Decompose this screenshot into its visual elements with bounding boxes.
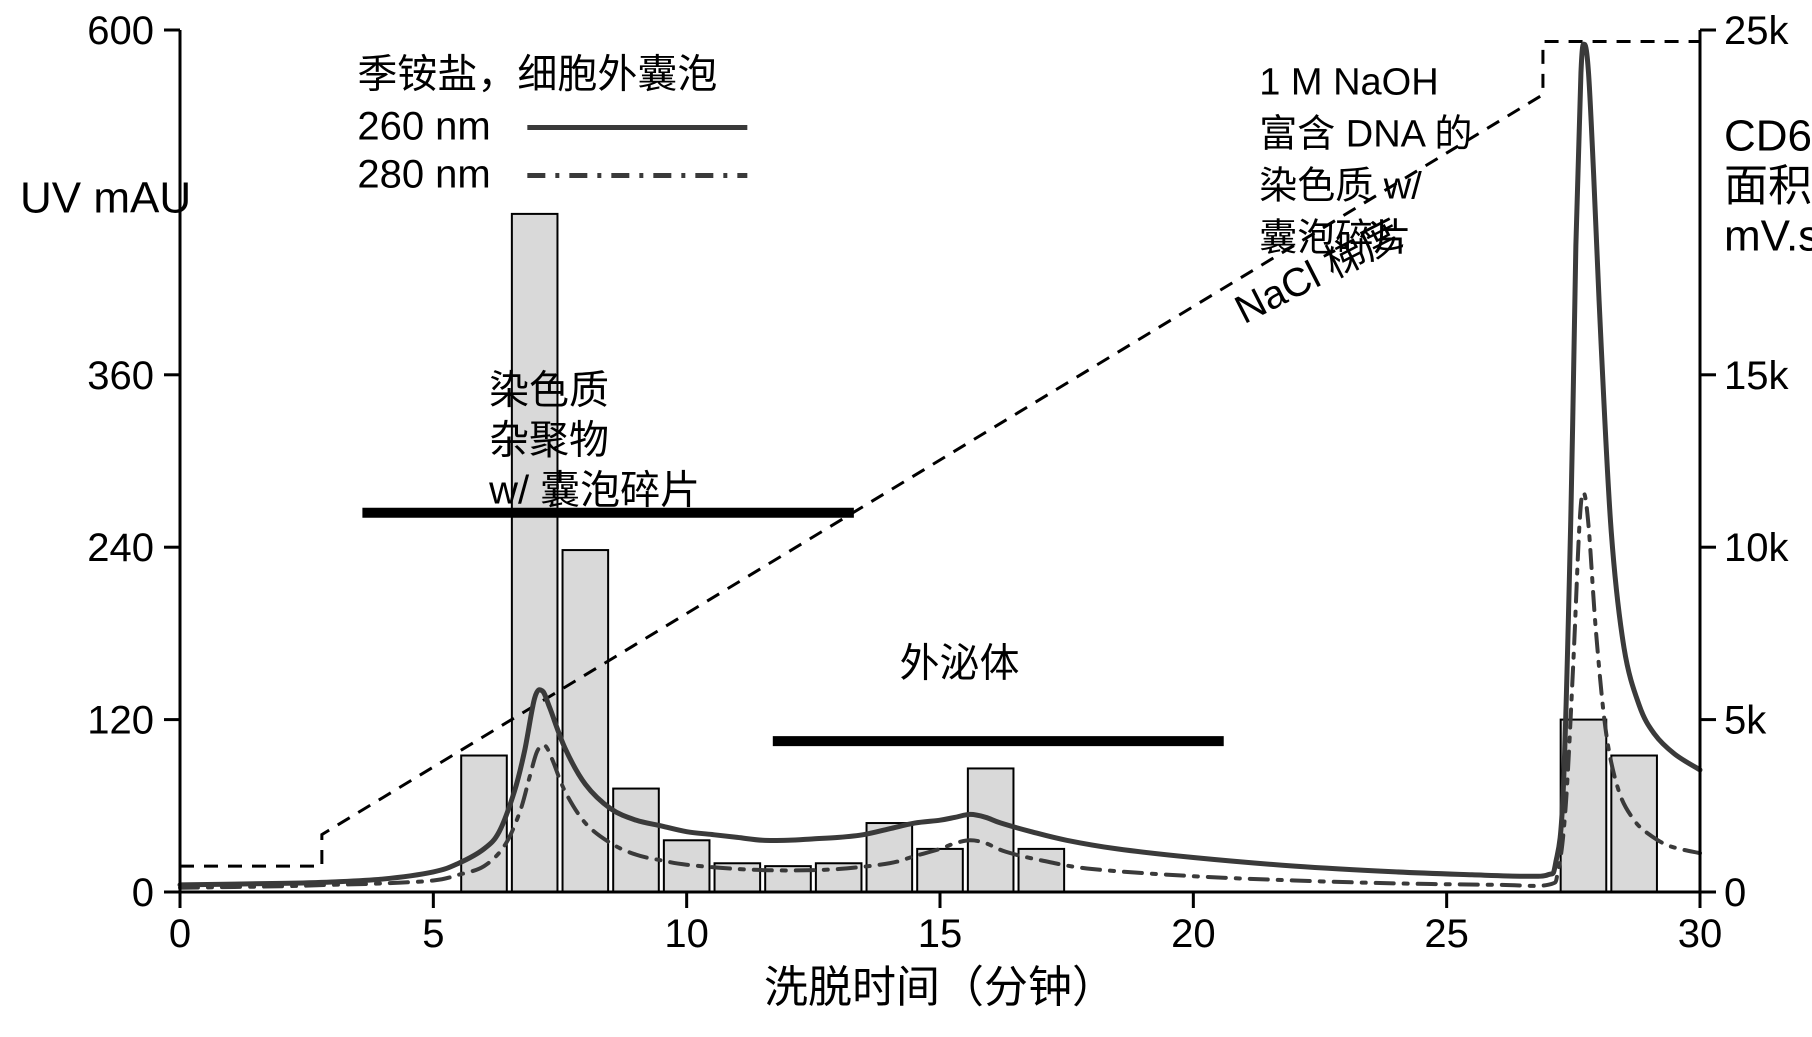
y-left-tick-label: 600: [87, 9, 154, 53]
y-right-tick-label: 15k: [1724, 354, 1789, 398]
cd63-bar: [563, 550, 609, 892]
anno-chromatin-text: 染色质: [489, 369, 609, 413]
anno-naoh-text: 染色质 w/: [1259, 166, 1422, 208]
y-right-tick-label: 5k: [1724, 699, 1767, 743]
anno-naoh-text: 囊泡碎片: [1259, 218, 1411, 260]
cd63-bar: [461, 756, 507, 892]
chart-svg: 0 5 10 15 20 25 30 洗脱时间（分钟） 0 120 240 360 600 UV mAU 0…: [0, 0, 1812, 1037]
x-tick-label: 25: [1424, 912, 1469, 956]
legend-title: 季铵盐，细胞外囊泡: [357, 52, 717, 96]
anno-naoh-text: 1 M NaOH: [1259, 62, 1438, 104]
x-tick-label: 20: [1171, 912, 1216, 956]
anno-exosome-text: 外泌体: [899, 642, 1019, 686]
y-right-tick-label: 10k: [1724, 526, 1789, 570]
cd63-bar: [613, 789, 659, 892]
cd63-bar: [968, 768, 1014, 892]
y-right-axis-label: mV.s: [1724, 212, 1812, 261]
cd63-bar: [1611, 756, 1657, 892]
y-left-axis-label: UV mAU: [20, 173, 191, 222]
y-right-axis-label: 面积: [1724, 162, 1812, 211]
chromatography-chart: 0 5 10 15 20 25 30 洗脱时间（分钟） 0 120 240 360 600 UV mAU 0…: [0, 0, 1812, 1037]
cd63-bar: [512, 214, 558, 892]
legend-label: 280 nm: [357, 152, 490, 196]
x-axis-label: 洗脱时间（分钟）: [764, 963, 1116, 1012]
anno-chromatin-text: 杂聚物: [489, 419, 609, 463]
x-tick-label: 0: [169, 912, 191, 956]
x-tick-label: 5: [422, 912, 444, 956]
y-right-tick-label: 0: [1724, 871, 1746, 915]
cd63-bar: [1019, 849, 1065, 892]
legend-label: 260 nm: [357, 104, 490, 148]
y-right-axis-label: CD63: [1724, 112, 1812, 161]
y-left-tick-label: 360: [87, 354, 154, 398]
y-left-tick-label: 0: [132, 871, 154, 915]
anno-naoh-text: 富含 DNA 的: [1259, 114, 1472, 156]
y-right-tick-label: 25k: [1724, 9, 1789, 53]
y-left-tick-label: 240: [87, 526, 154, 570]
y-left-tick-label: 120: [87, 699, 154, 743]
x-tick-label: 30: [1678, 912, 1723, 956]
x-tick-label: 10: [664, 912, 709, 956]
x-tick-label: 15: [918, 912, 963, 956]
anno-chromatin-text: w/ 囊泡碎片: [488, 469, 700, 513]
